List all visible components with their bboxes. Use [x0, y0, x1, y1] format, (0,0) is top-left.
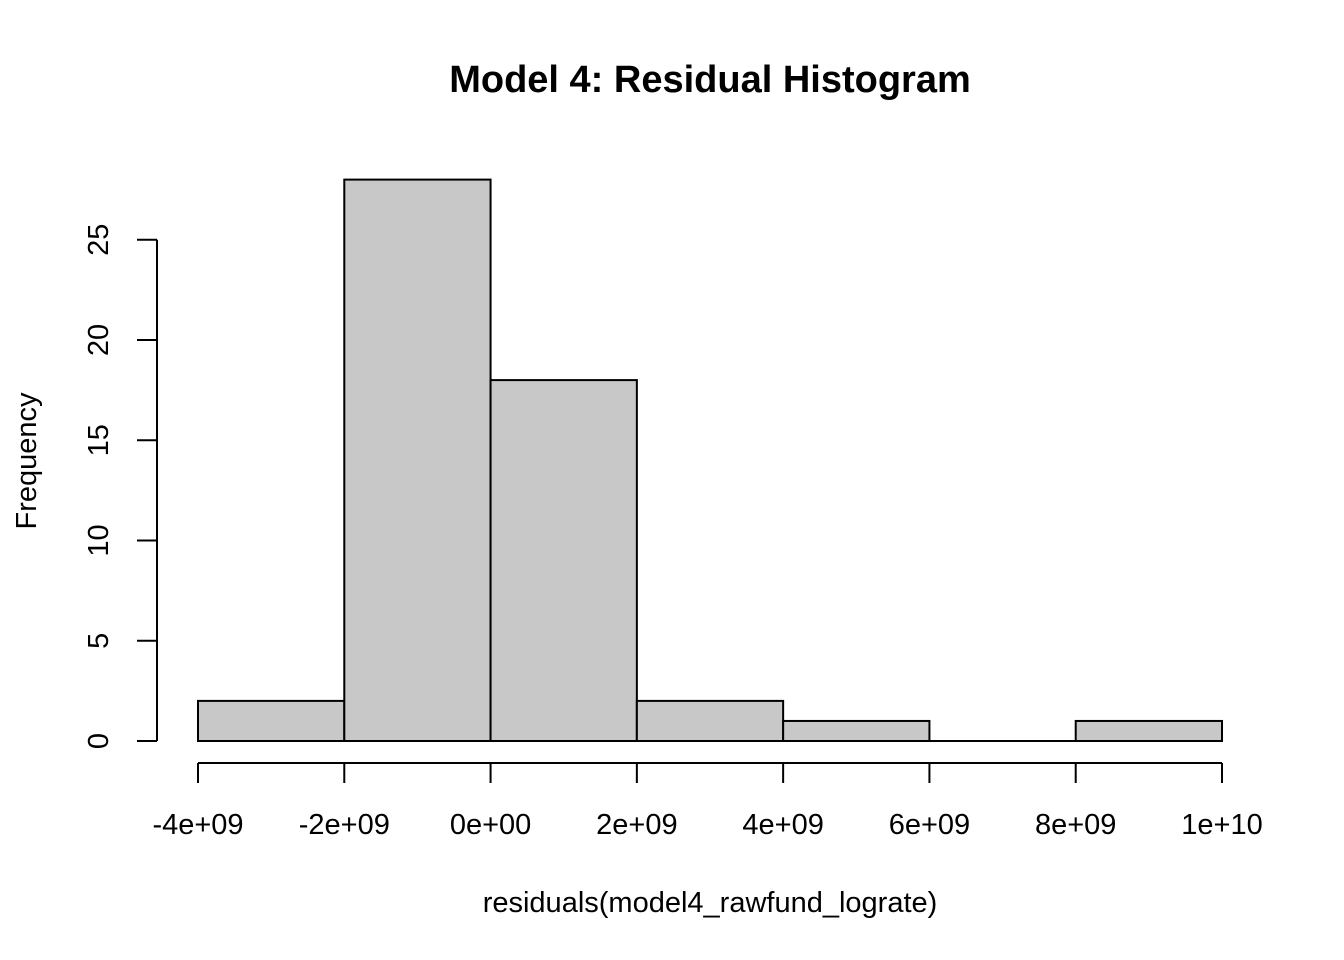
- x-tick-label-2: 0e+00: [450, 809, 531, 841]
- x-tick-label-4: 4e+09: [742, 809, 823, 841]
- histogram-bar-2: [489, 379, 638, 742]
- y-tick-label-5: 25: [83, 224, 115, 256]
- histogram-bar-3: [635, 699, 785, 743]
- y-tick-label-0: 0: [83, 733, 115, 749]
- x-tick-label-1: -2e+09: [299, 809, 390, 841]
- x-tick-label-0: -4e+09: [152, 809, 243, 841]
- histogram-bar-4: [782, 719, 931, 743]
- histogram-bar-6: [1074, 719, 1223, 743]
- x-axis-label: residuals(model4_rawfund_lograte): [483, 887, 938, 919]
- histogram-bar-0: [197, 699, 346, 743]
- x-tick-label-6: 8e+09: [1035, 809, 1116, 841]
- y-axis: 0 5 10 15 20 25: [83, 224, 158, 749]
- x-tick-label-3: 2e+09: [596, 809, 677, 841]
- x-axis: -4e+09 -2e+09 0e+00 2e+09 4e+09 6e+09 8e+09 1e+…: [152, 762, 1263, 841]
- y-axis-label: Frequency: [11, 392, 43, 530]
- x-tick-label-5: 6e+09: [889, 809, 970, 841]
- y-tick-label-4: 20: [83, 324, 115, 356]
- y-tick-label-1: 5: [83, 633, 115, 649]
- histogram-bar-1: [343, 178, 492, 743]
- chart-title: Model 4: Residual Histogram: [449, 59, 971, 101]
- y-tick-label-2: 10: [83, 524, 115, 556]
- histogram-bars: [197, 178, 1223, 743]
- x-tick-label-7: 1e+10: [1181, 809, 1262, 841]
- y-tick-label-3: 15: [83, 424, 115, 456]
